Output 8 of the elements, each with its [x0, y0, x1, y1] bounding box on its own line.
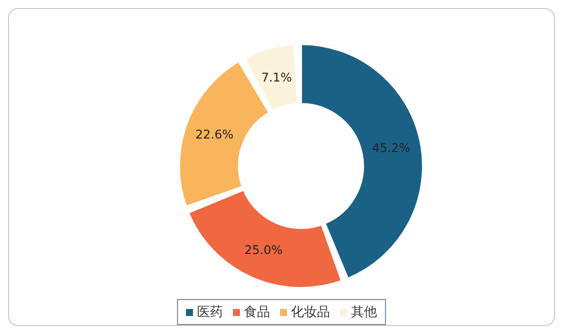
data-label: 22.6%	[195, 128, 234, 142]
legend-label: 化妆品	[291, 304, 330, 321]
legend-label: 其他	[351, 304, 377, 321]
data-label: 45.2%	[372, 141, 410, 156]
legend-label: 医药	[197, 304, 223, 321]
data-label: 25.0%	[244, 243, 283, 258]
legend-label: 食品	[244, 304, 270, 321]
data-label: 7.1%	[261, 70, 292, 84]
